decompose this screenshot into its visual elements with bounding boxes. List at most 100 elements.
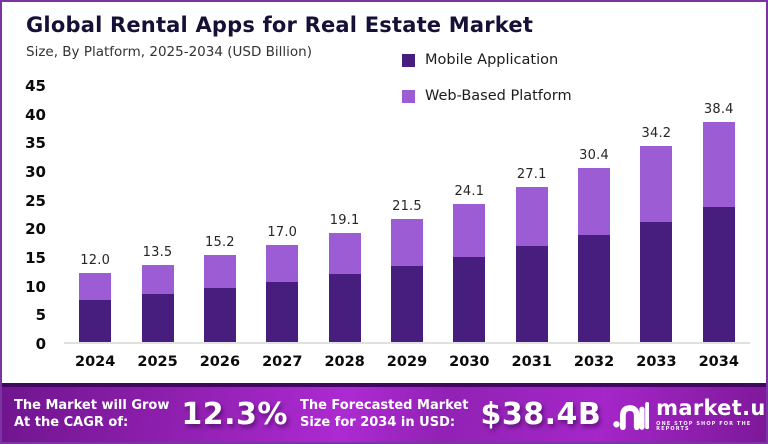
- y-tick-label: 25: [25, 191, 46, 210]
- bar-group: 24.1: [438, 184, 500, 342]
- stacked-bar: [702, 121, 735, 342]
- stacked-bar: [390, 218, 423, 342]
- cagr-label-line2: At the CAGR of:: [14, 414, 129, 430]
- marketus-m-icon: [613, 401, 650, 430]
- x-tick-label: 2029: [386, 354, 428, 370]
- bar-total-label: 15.2: [205, 234, 235, 250]
- bar-segment-mobile: [702, 206, 735, 342]
- bar-total-label: 38.4: [703, 101, 734, 117]
- bar-segment-web: [453, 203, 486, 257]
- legend-item-mobile: Mobile Application: [402, 52, 572, 68]
- stacked-bar: [203, 254, 236, 342]
- stacked-bar: [453, 203, 486, 342]
- bar-segment-web: [702, 121, 735, 207]
- x-tick-label: 2031: [511, 354, 552, 370]
- forecast-label-line2: Size for 2034 in USD:: [299, 414, 456, 430]
- bar-segment-mobile: [390, 265, 423, 342]
- bar-total-label: 17.0: [267, 224, 298, 240]
- bar-group: 27.1: [501, 167, 563, 342]
- bar-segment-web: [79, 273, 112, 300]
- legend-item-web: Web-Based Platform: [402, 88, 572, 104]
- bar-group: 13.5: [126, 245, 188, 342]
- bar-total-label: 21.5: [392, 198, 422, 214]
- y-tick-label: 35: [25, 134, 46, 153]
- bar-segment-mobile: [640, 221, 673, 342]
- bar-group: 17.0: [251, 225, 313, 342]
- bar-segment-mobile: [266, 281, 299, 342]
- bar-segment-mobile: [515, 246, 548, 342]
- footer-banner: The Market will Grow At the CAGR of: 12.…: [2, 383, 766, 442]
- bar-total-label: 34.2: [641, 125, 672, 141]
- bar-group: 15.2: [189, 235, 251, 342]
- header: Global Rental Apps for Real Estate Marke…: [2, 2, 766, 60]
- y-tick-label: 5: [35, 306, 46, 325]
- legend-label-mobile: Mobile Application: [425, 52, 559, 68]
- x-tick-label: 2033: [636, 354, 677, 370]
- bar-segment-mobile: [453, 256, 486, 342]
- bar-segment-mobile: [328, 274, 361, 342]
- bar-segment-web: [328, 232, 361, 275]
- bar-group: 34.2: [625, 126, 687, 342]
- y-tick-label: 20: [25, 220, 46, 239]
- bar-group: 21.5: [376, 199, 438, 342]
- x-tick-label: 2025: [137, 354, 178, 370]
- logo-text: market.us: [656, 395, 768, 420]
- bar-segment-web: [141, 264, 174, 295]
- bar-segment-web: [640, 145, 673, 222]
- x-tick-label: 2027: [262, 354, 303, 370]
- legend-label-web: Web-Based Platform: [425, 88, 572, 104]
- stacked-bar: [141, 264, 174, 342]
- y-tick-label: 40: [25, 105, 46, 124]
- cagr-label: The Market will Grow At the CAGR of:: [14, 398, 169, 432]
- bar-group: 12.0: [64, 253, 126, 342]
- legend: Mobile Application Web-Based Platform: [402, 52, 572, 104]
- page-subtitle: Size, By Platform, 2025-2034 (USD Billio…: [26, 44, 312, 60]
- cagr-value: 12.3%: [181, 397, 288, 432]
- y-tick-label: 30: [25, 163, 46, 181]
- bar-segment-mobile: [578, 234, 611, 342]
- bar-total-label: 24.1: [454, 183, 485, 199]
- x-axis: 2024 2025 2026 2027 2028 2029 2030 2031 2032 2033…: [64, 354, 750, 370]
- bar-segment-web: [578, 167, 611, 235]
- y-tick-label: 0: [35, 335, 46, 353]
- bar-group: 19.1: [313, 213, 375, 342]
- logo-text-block: market.us ONE STOP SHOP FOR THE REPORTS: [656, 395, 768, 432]
- y-tick-label: 10: [25, 277, 46, 296]
- bar-group: 30.4: [563, 148, 625, 342]
- y-axis: 0 5 10 15 20 25 30 35 40 45: [2, 77, 54, 353]
- bar-segment-web: [266, 244, 299, 282]
- mobile-series-swatch-icon: [402, 53, 415, 67]
- bar-total-label: 13.5: [142, 244, 173, 260]
- bar-segment-mobile: [141, 294, 174, 342]
- bar-segment-web: [390, 218, 423, 266]
- stacked-bar: [640, 145, 673, 342]
- bar-total-label: 27.1: [516, 166, 547, 182]
- bar-segment-mobile: [79, 299, 112, 342]
- bar-segment-web: [515, 186, 548, 247]
- stacked-bar: [79, 273, 112, 342]
- plot-area: 12.0 13.5 15.2 17.0 19.1 21.5 24.1 27.1 30.4 34.2…: [64, 86, 750, 344]
- forecast-label-line1: The Forecasted Market: [299, 397, 469, 413]
- bar-total-label: 30.4: [579, 147, 609, 163]
- bars-row: 12.0 13.5 15.2 17.0 19.1 21.5 24.1 27.1 30.4 34.2…: [64, 86, 750, 342]
- bar-total-label: 19.1: [329, 212, 360, 228]
- x-tick-label: 2034: [698, 354, 739, 370]
- stacked-bar: [578, 167, 611, 342]
- x-tick-label: 2032: [573, 354, 615, 370]
- logo-tagline: ONE STOP SHOP FOR THE REPORTS: [656, 420, 752, 432]
- x-tick-label: 2024: [75, 354, 116, 370]
- y-tick-label: 15: [25, 249, 46, 267]
- y-tick-label: 45: [25, 77, 46, 95]
- bar-group: 38.4: [688, 102, 750, 342]
- x-tick-label: 2028: [324, 354, 365, 370]
- forecast-label: The Forecasted Market Size for 2034 in U…: [300, 398, 469, 432]
- cagr-label-line1: The Market will Grow: [14, 397, 170, 413]
- stacked-bar: [266, 244, 299, 342]
- bar-total-label: 12.0: [80, 253, 111, 269]
- bar-segment-mobile: [203, 288, 236, 342]
- forecast-value: $38.4B: [480, 397, 602, 432]
- stacked-bar: [515, 186, 548, 342]
- x-tick-label: 2030: [449, 354, 490, 370]
- page-title: Global Rental Apps for Real Estate Marke…: [26, 13, 534, 37]
